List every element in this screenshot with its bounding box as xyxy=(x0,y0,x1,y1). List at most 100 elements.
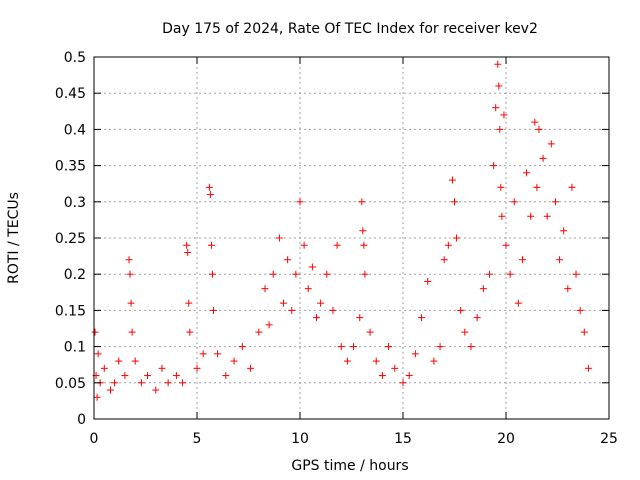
data-point xyxy=(457,306,465,314)
data-point xyxy=(500,111,508,119)
plot-frame xyxy=(93,56,610,420)
data-point xyxy=(497,183,505,191)
data-point xyxy=(115,357,123,365)
y-tick-label: 0.4 xyxy=(64,122,86,138)
data-point xyxy=(184,248,192,256)
data-point xyxy=(183,241,191,249)
data-point xyxy=(490,162,498,170)
data-point xyxy=(531,118,539,126)
data-point xyxy=(361,270,369,278)
data-point xyxy=(492,104,500,112)
data-point xyxy=(543,212,551,220)
y-tick-label: 0.2 xyxy=(64,267,86,283)
data-point xyxy=(343,357,351,365)
data-point xyxy=(193,364,201,372)
data-point xyxy=(247,364,255,372)
data-point xyxy=(399,379,407,387)
x-tick-label: 15 xyxy=(394,431,412,447)
x-tick-label: 5 xyxy=(193,431,202,447)
data-point xyxy=(448,176,456,184)
data-point xyxy=(280,299,288,307)
data-point xyxy=(323,270,331,278)
data-point xyxy=(304,285,312,293)
data-point xyxy=(205,183,213,191)
x-tick-label: 10 xyxy=(291,431,309,447)
data-point xyxy=(572,270,580,278)
data-point xyxy=(199,350,207,358)
data-point xyxy=(444,241,452,249)
y-tick-label: 0.5 xyxy=(64,50,86,66)
data-point xyxy=(185,299,193,307)
data-point xyxy=(372,357,380,365)
data-point xyxy=(209,306,217,314)
data-point xyxy=(337,343,345,351)
data-point xyxy=(317,299,325,307)
data-point xyxy=(584,364,592,372)
data-point xyxy=(230,357,238,365)
data-point xyxy=(560,227,568,235)
data-point xyxy=(261,285,269,293)
data-point xyxy=(391,364,399,372)
data-point xyxy=(498,212,506,220)
data-point xyxy=(207,241,215,249)
data-point xyxy=(333,241,341,249)
data-point xyxy=(94,350,102,358)
data-point xyxy=(358,198,366,206)
data-point xyxy=(556,256,564,264)
grid-lines xyxy=(94,57,609,419)
data-point xyxy=(308,263,316,271)
data-point xyxy=(405,372,413,380)
data-point xyxy=(238,343,246,351)
data-point xyxy=(214,350,222,358)
data-point xyxy=(523,169,531,177)
data-point xyxy=(164,379,172,387)
data-point xyxy=(91,328,99,336)
data-point xyxy=(360,241,368,249)
data-point xyxy=(292,270,300,278)
data-point xyxy=(350,343,358,351)
data-point xyxy=(514,299,522,307)
tick-labels: 0 0.05 0.1 0.15 0.2 0.25 0.3 0.35 0.4 0.45 0.5 0 5 10… xyxy=(55,50,618,447)
data-point xyxy=(288,306,296,314)
data-point xyxy=(411,350,419,358)
data-point xyxy=(551,198,559,206)
data-point xyxy=(564,285,572,293)
data-point xyxy=(121,372,129,380)
data-point xyxy=(506,270,514,278)
chart-title: Day 175 of 2024, Rate Of TEC Index for r… xyxy=(162,21,538,37)
data-point xyxy=(179,379,187,387)
data-point xyxy=(440,256,448,264)
data-point xyxy=(329,306,337,314)
data-point xyxy=(356,314,364,322)
data-point xyxy=(494,60,502,68)
data-point xyxy=(473,314,481,322)
data-point xyxy=(539,154,547,162)
data-point xyxy=(576,306,584,314)
x-axis-label: GPS time / hours xyxy=(291,458,408,474)
data-point xyxy=(206,191,214,199)
data-point xyxy=(93,393,101,401)
data-point xyxy=(131,357,139,365)
data-point xyxy=(510,198,518,206)
data-point xyxy=(125,256,133,264)
data-point xyxy=(424,277,432,285)
data-point xyxy=(527,212,535,220)
data-point xyxy=(265,321,273,329)
y-tick-label: 0.3 xyxy=(64,195,86,211)
data-point xyxy=(580,328,588,336)
data-point xyxy=(418,314,426,322)
data-point xyxy=(312,314,320,322)
data-point xyxy=(518,256,526,264)
data-point xyxy=(137,379,145,387)
x-tick-label: 0 xyxy=(90,431,99,447)
data-point xyxy=(255,328,263,336)
data-point xyxy=(533,183,541,191)
data-point xyxy=(208,270,216,278)
data-point xyxy=(378,372,386,380)
data-point xyxy=(496,125,504,133)
data-point xyxy=(269,270,277,278)
y-tick-label: 0.1 xyxy=(64,340,86,356)
data-point xyxy=(158,364,166,372)
data-point xyxy=(126,270,134,278)
